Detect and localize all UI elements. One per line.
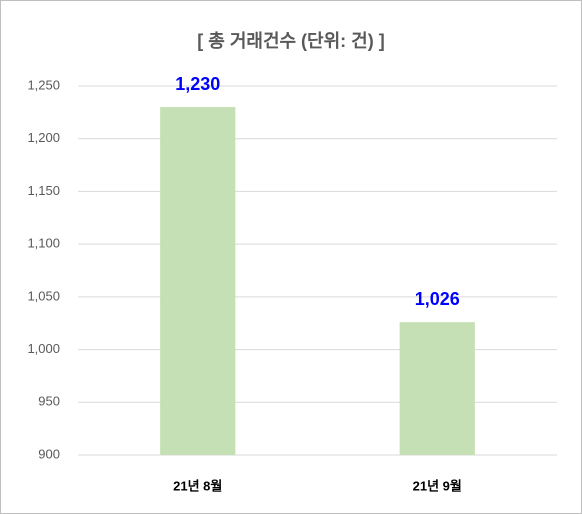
y-tick-label: 1,200 [27, 130, 60, 145]
bar [399, 322, 475, 455]
y-tick-label: 1,250 [27, 77, 60, 92]
chart-title: [ 총 거래건수 (단위: 건) ] [197, 31, 384, 51]
data-label: 1,026 [415, 289, 460, 309]
y-tick-label: 1,000 [27, 341, 60, 356]
bar [160, 107, 236, 455]
y-tick-label: 950 [38, 394, 60, 409]
data-label: 1,230 [175, 74, 220, 94]
y-tick-label: 900 [38, 446, 60, 461]
x-tick-label: 21년 8월 [173, 478, 222, 493]
y-tick-label: 1,050 [27, 288, 60, 303]
y-tick-label: 1,150 [27, 183, 60, 198]
y-tick-label: 1,100 [27, 236, 60, 251]
x-tick-label: 21년 9월 [413, 478, 462, 493]
